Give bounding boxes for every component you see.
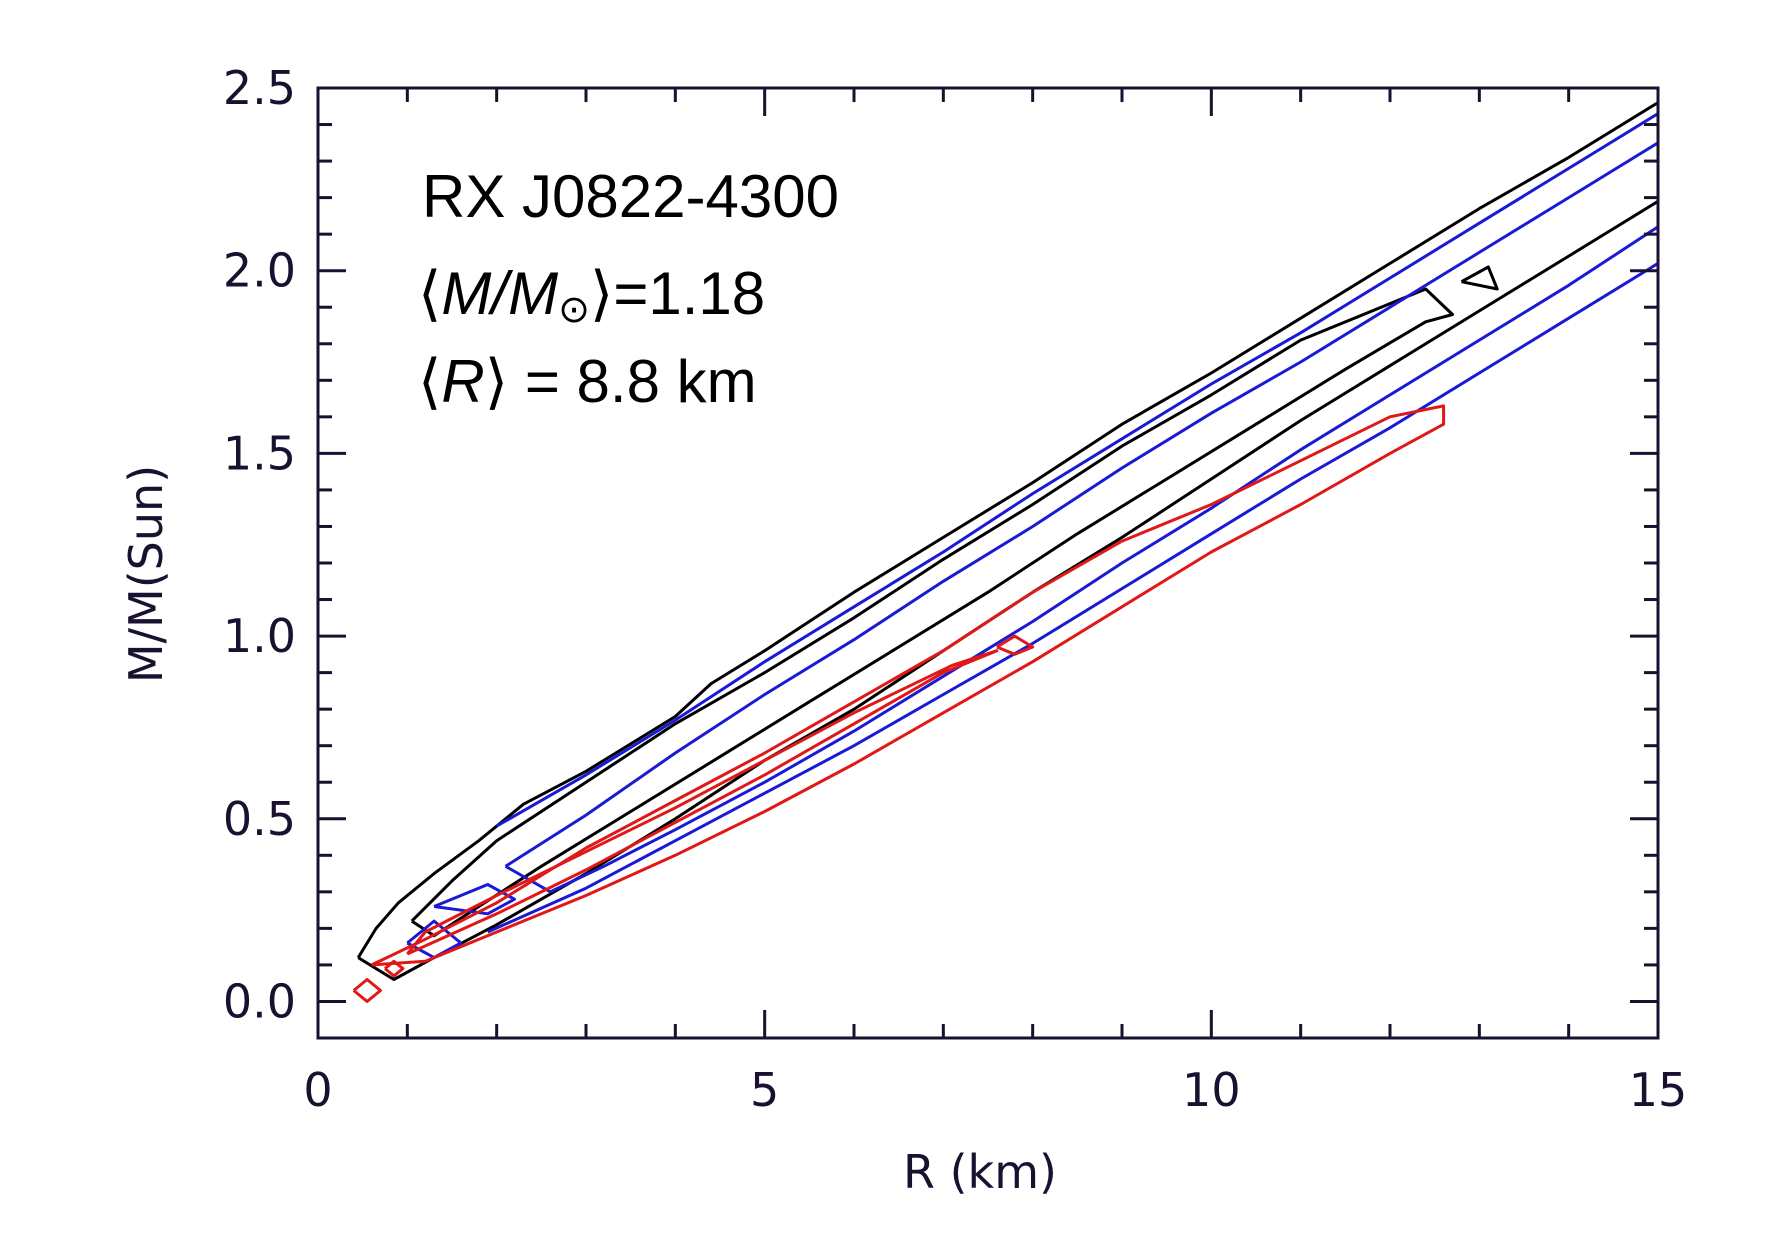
y-tick-label: 2.0 — [223, 244, 296, 298]
mean-radius-value: ⟩ = 8.8 km — [485, 348, 757, 415]
contour-red-small-a — [996, 634, 1035, 656]
contour-blue-mid — [504, 141, 1659, 868]
contour-red-small-b — [352, 978, 382, 1003]
contour-red-inner — [406, 649, 999, 956]
contour-black-small — [1460, 265, 1499, 291]
contour-black-outer — [356, 101, 1659, 959]
y-tick-label: 0.0 — [223, 974, 296, 1028]
x-tick-label: 15 — [1629, 1063, 1688, 1117]
mean-radius-open-bracket: ⟨ — [418, 348, 441, 415]
annotation-source: RX J0822-4300 — [422, 163, 839, 230]
contour-red-upper — [370, 404, 1446, 967]
mean-radius-variable: R — [441, 348, 484, 415]
y-tick-label: 2.5 — [223, 61, 296, 115]
sun-symbol: ⊙ — [558, 289, 590, 331]
annotation-mean-mass: ⟨M/M⊙⟩=1.18 — [418, 260, 765, 331]
contour-blue-small-a — [433, 883, 516, 916]
contour-blue-bottom — [487, 262, 1659, 934]
x-tick-label: 5 — [750, 1063, 779, 1117]
y-tick-label: 0.5 — [223, 792, 296, 846]
axis-ticks — [316, 86, 1660, 1040]
y-tick-label: 1.0 — [223, 609, 296, 663]
x-axis-label: R (km) — [903, 1145, 1057, 1199]
contour-blue-small-b — [406, 919, 463, 960]
x-tick-label: 0 — [303, 1063, 332, 1117]
mean-mass-variable: M/M — [441, 260, 558, 327]
contour-blue-upper — [495, 112, 1659, 828]
contour-blue-lower — [504, 225, 1659, 894]
y-axis-label: M/M(Sun) — [119, 465, 173, 683]
contour-black-inner — [410, 287, 1454, 938]
mean-mass-open-bracket: ⟨ — [418, 260, 441, 327]
contour-layer — [352, 101, 1659, 1003]
mean-mass-value: ⟩=1.18 — [590, 260, 765, 327]
y-tick-label: 1.5 — [223, 426, 296, 480]
annotation-mean-radius: ⟨R⟩ = 8.8 km — [418, 348, 757, 415]
axis-tick-labels: 0 5 10 15 0.0 0.5 1.0 1.5 2.0 2.5 — [223, 61, 1687, 1117]
contour-red-small-c — [384, 959, 405, 978]
x-tick-label: 10 — [1182, 1063, 1241, 1117]
